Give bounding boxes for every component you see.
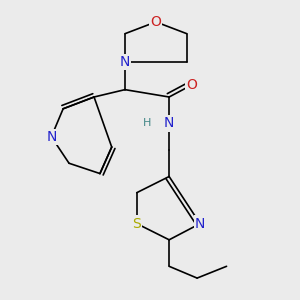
Text: S: S xyxy=(132,217,141,231)
Text: N: N xyxy=(46,130,56,144)
Text: H: H xyxy=(143,118,151,128)
Text: N: N xyxy=(120,55,130,69)
Text: O: O xyxy=(186,78,197,92)
Text: N: N xyxy=(164,116,174,130)
Text: O: O xyxy=(151,15,161,29)
Text: N: N xyxy=(195,217,205,231)
